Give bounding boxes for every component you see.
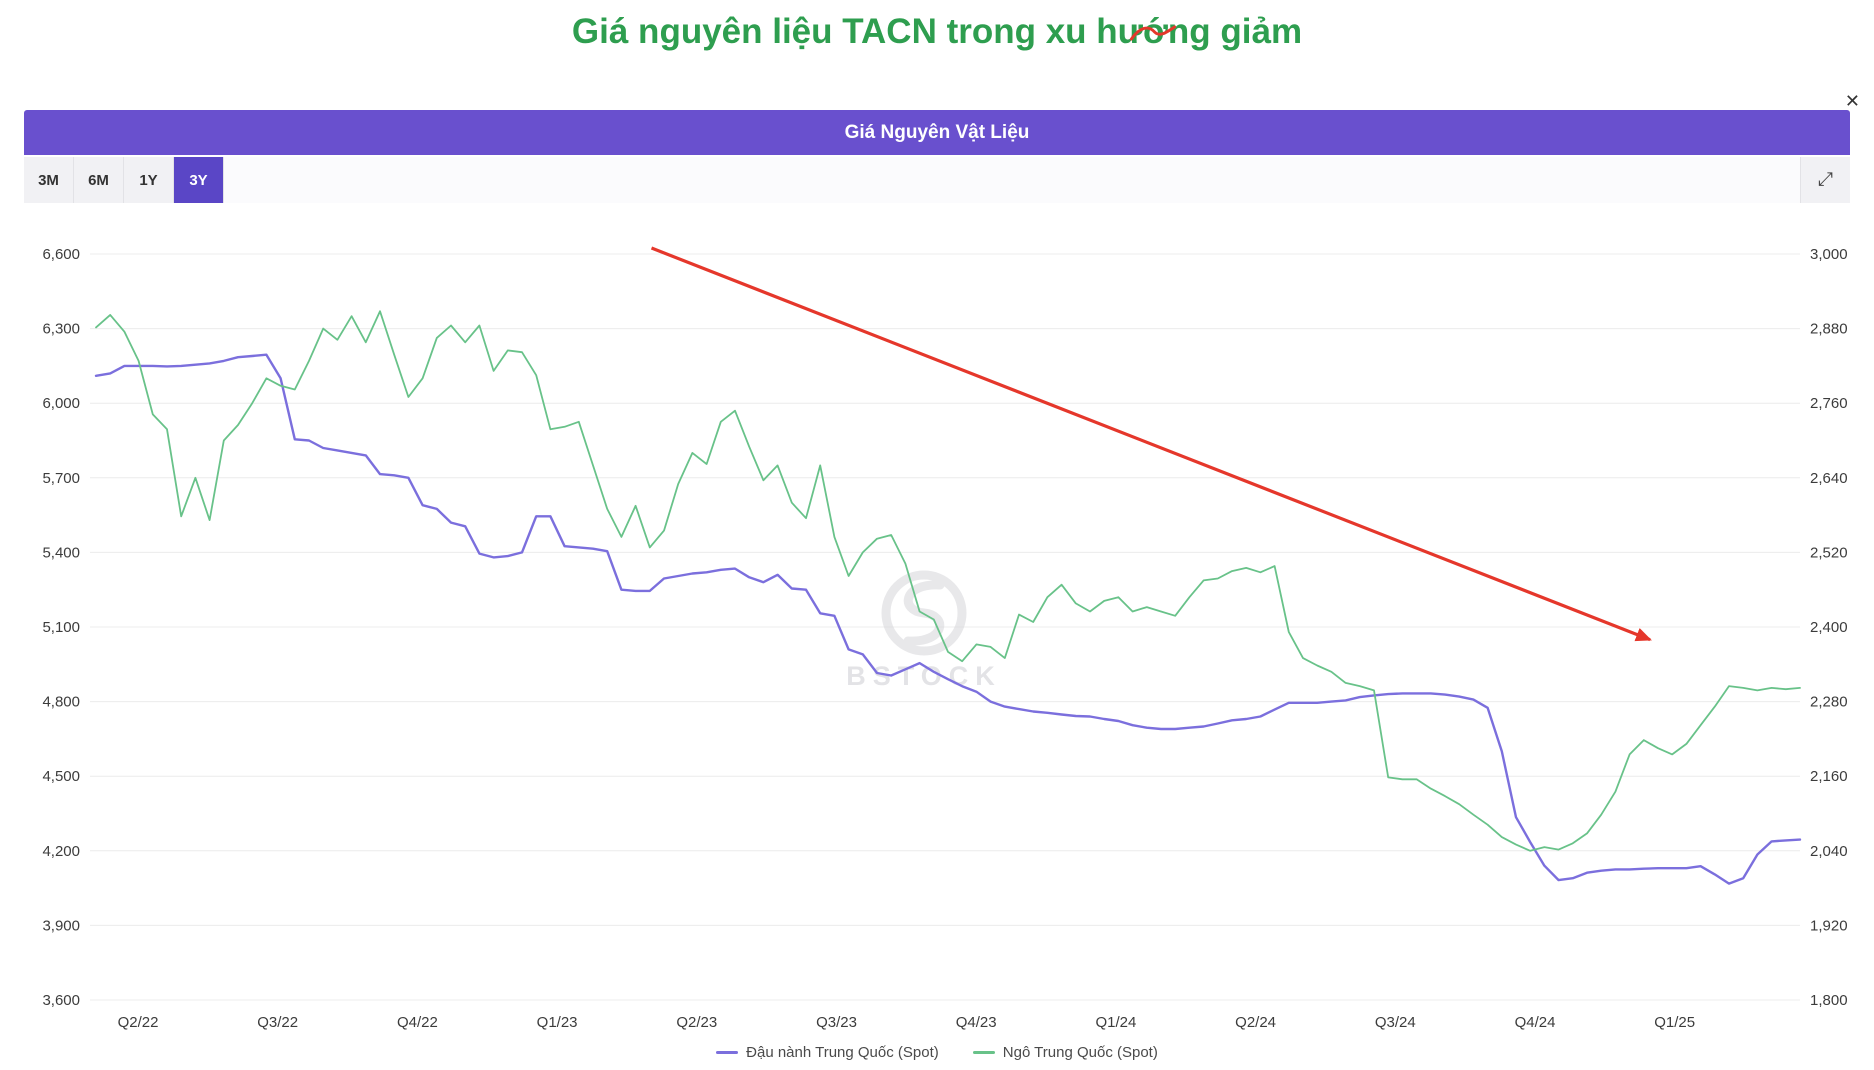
svg-text:3,000: 3,000 bbox=[1810, 246, 1848, 263]
legend-dash-corn bbox=[972, 1051, 995, 1054]
price-chart[interactable]: 6,600 3,000 6,300 2,880 6,000 2,760 5,700 2,640… bbox=[24, 205, 1850, 1053]
legend-item-corn[interactable]: Ngô Trung Quốc (Spot) bbox=[972, 1044, 1158, 1061]
svg-text:Q4/22: Q4/22 bbox=[397, 1014, 438, 1031]
chart-toolbar: 3M 6M 1Y 3Y ⤢ bbox=[24, 157, 1850, 203]
svg-text:3,900: 3,900 bbox=[42, 917, 80, 934]
close-icon[interactable]: ✕ bbox=[1844, 91, 1860, 111]
svg-text:2,040: 2,040 bbox=[1810, 843, 1848, 860]
svg-text:3,600: 3,600 bbox=[42, 992, 80, 1009]
svg-text:Q3/22: Q3/22 bbox=[257, 1014, 298, 1031]
svg-text:1,800: 1,800 bbox=[1810, 992, 1848, 1009]
svg-text:Q3/23: Q3/23 bbox=[816, 1014, 857, 1031]
svg-text:Q1/23: Q1/23 bbox=[537, 1014, 578, 1031]
svg-text:4,500: 4,500 bbox=[42, 768, 80, 785]
svg-text:5,100: 5,100 bbox=[42, 619, 80, 636]
svg-text:2,880: 2,880 bbox=[1810, 321, 1848, 338]
svg-text:5,700: 5,700 bbox=[42, 470, 80, 487]
svg-text:2,520: 2,520 bbox=[1810, 544, 1848, 561]
svg-text:2,640: 2,640 bbox=[1810, 470, 1848, 487]
svg-text:2,160: 2,160 bbox=[1810, 768, 1848, 785]
range-button-3y[interactable]: 3Y bbox=[174, 157, 224, 203]
svg-text:2,400: 2,400 bbox=[1810, 619, 1848, 636]
chart-legend: Đậu nành Trung Quốc (Spot) Ngô Trung Quố… bbox=[0, 1044, 1874, 1061]
svg-text:Q4/24: Q4/24 bbox=[1515, 1014, 1556, 1031]
panel-header: Giá Nguyên Vật Liệu bbox=[24, 110, 1850, 155]
svg-text:5,400: 5,400 bbox=[42, 544, 80, 561]
svg-text:2,760: 2,760 bbox=[1810, 395, 1848, 412]
svg-text:2,280: 2,280 bbox=[1810, 694, 1848, 711]
legend-label-soybean: Đậu nành Trung Quốc (Spot) bbox=[746, 1044, 939, 1061]
legend-label-corn: Ngô Trung Quốc (Spot) bbox=[1002, 1044, 1158, 1061]
legend-item-soybean[interactable]: Đậu nành Trung Quốc (Spot) bbox=[716, 1044, 939, 1061]
range-button-6m[interactable]: 6M bbox=[74, 157, 124, 203]
svg-text:Q2/24: Q2/24 bbox=[1235, 1014, 1276, 1031]
svg-text:Q4/23: Q4/23 bbox=[956, 1014, 997, 1031]
svg-text:Q3/24: Q3/24 bbox=[1375, 1014, 1416, 1031]
toolbar-spacer bbox=[224, 157, 1800, 203]
range-button-1y[interactable]: 1Y bbox=[124, 157, 174, 203]
svg-text:6,000: 6,000 bbox=[42, 395, 80, 412]
svg-text:Q1/24: Q1/24 bbox=[1095, 1014, 1136, 1031]
page-title: Giá nguyên liệu TACN trong xu hướng giảm bbox=[571, 12, 1303, 51]
range-button-3m[interactable]: 3M bbox=[24, 157, 74, 203]
svg-text:6,300: 6,300 bbox=[42, 321, 80, 338]
svg-text:Q1/25: Q1/25 bbox=[1654, 1014, 1695, 1031]
svg-text:4,200: 4,200 bbox=[42, 843, 80, 860]
svg-text:1,920: 1,920 bbox=[1810, 917, 1848, 934]
svg-text:Q2/23: Q2/23 bbox=[676, 1014, 717, 1031]
legend-dash-soybean bbox=[716, 1051, 739, 1054]
svg-text:Q2/22: Q2/22 bbox=[118, 1014, 159, 1031]
panel-header-title: Giá Nguyên Vật Liệu bbox=[844, 121, 1030, 143]
svg-text:6,600: 6,600 bbox=[42, 246, 80, 263]
svg-text:4,800: 4,800 bbox=[42, 694, 80, 711]
red-scribble-annotation bbox=[1129, 25, 1177, 41]
range-button-group: 3M 6M 1Y 3Y bbox=[24, 157, 224, 203]
expand-icon[interactable]: ⤢ bbox=[1800, 157, 1850, 203]
